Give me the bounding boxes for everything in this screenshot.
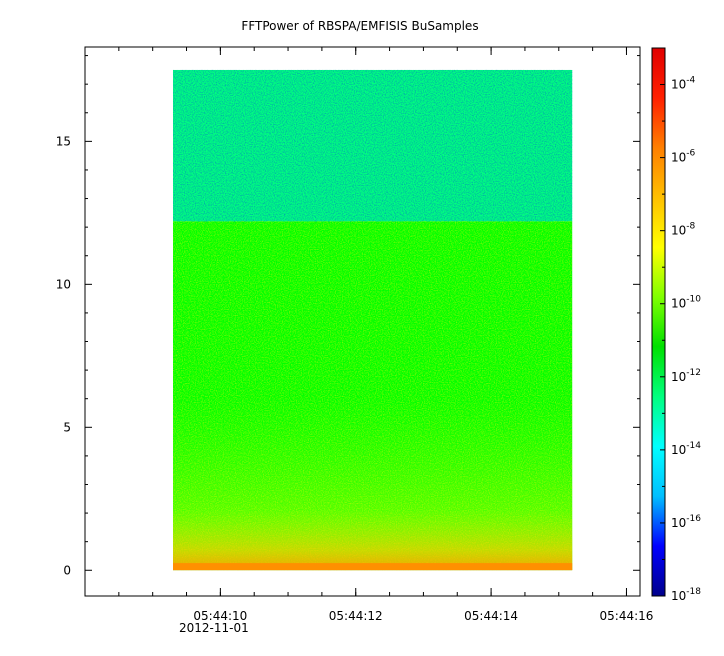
- colorbar-tick-exp: -16: [686, 514, 701, 524]
- x-tick-label: 05:44:14: [464, 609, 518, 623]
- colorbar-tick-base: 10: [671, 224, 686, 238]
- colorbar-tick-base: 10: [671, 516, 686, 530]
- colorbar-tick-exp: -6: [686, 149, 695, 159]
- colorbar-bar: [651, 47, 666, 597]
- spectrogram-image: [172, 69, 573, 571]
- y-tick-label: 5: [63, 420, 71, 434]
- colorbar-tick-label: 10-18: [671, 587, 701, 603]
- colorbar-tick-base: 10: [671, 370, 686, 384]
- colorbar-tick-exp: -4: [686, 76, 695, 86]
- y-tick-label: 10: [56, 277, 71, 291]
- colorbar-tick-exp: -10: [686, 295, 701, 305]
- colorbar-tick-label: 10-14: [671, 441, 701, 457]
- colorbar-tick-label: 10-16: [671, 514, 701, 530]
- x-tick-label: 05:44:10: [193, 609, 247, 623]
- colorbar-tick-exp: -18: [686, 587, 701, 597]
- colorbar-tick-label: 10-4: [671, 76, 696, 92]
- x-tick-label: 05:44:12: [329, 609, 383, 623]
- colorbar-tick-base: 10: [671, 78, 686, 92]
- colorbar-tick-base: 10: [671, 151, 686, 165]
- colorbar-tick-base: 10: [671, 297, 686, 311]
- colorbar-tick-base: 10: [671, 443, 686, 457]
- y-tick-label: 15: [56, 134, 71, 148]
- spectrogram-noise-high: [172, 69, 573, 222]
- x-tick-label: 05:44:16: [600, 609, 654, 623]
- colorbar-tick-label: 10-6: [671, 149, 696, 165]
- x-axis: 05:44:10 05:44:12 05:44:14 05:44:16: [84, 47, 654, 623]
- colorbar-tick-label: 10-8: [671, 222, 696, 238]
- x-date-label: 2012-11-01: [179, 621, 249, 635]
- chart-title: FFTPower of RBSPA/EMFISIS BuSamples: [241, 19, 478, 33]
- spectrogram-dc-line: [172, 563, 573, 571]
- colorbar-tick-exp: -14: [686, 441, 701, 451]
- spectrogram-low-freq-band: [172, 398, 573, 571]
- colorbar-tick-label: 10-12: [671, 368, 701, 384]
- y-axis: 0 5 10 15: [56, 55, 640, 577]
- colorbar-tick-exp: -12: [686, 368, 701, 378]
- colorbar-tick-exp: -8: [686, 222, 695, 232]
- colorbar-tick-base: 10: [671, 589, 686, 603]
- y-tick-label: 0: [63, 563, 71, 577]
- colorbar-tick-label: 10-10: [671, 295, 701, 311]
